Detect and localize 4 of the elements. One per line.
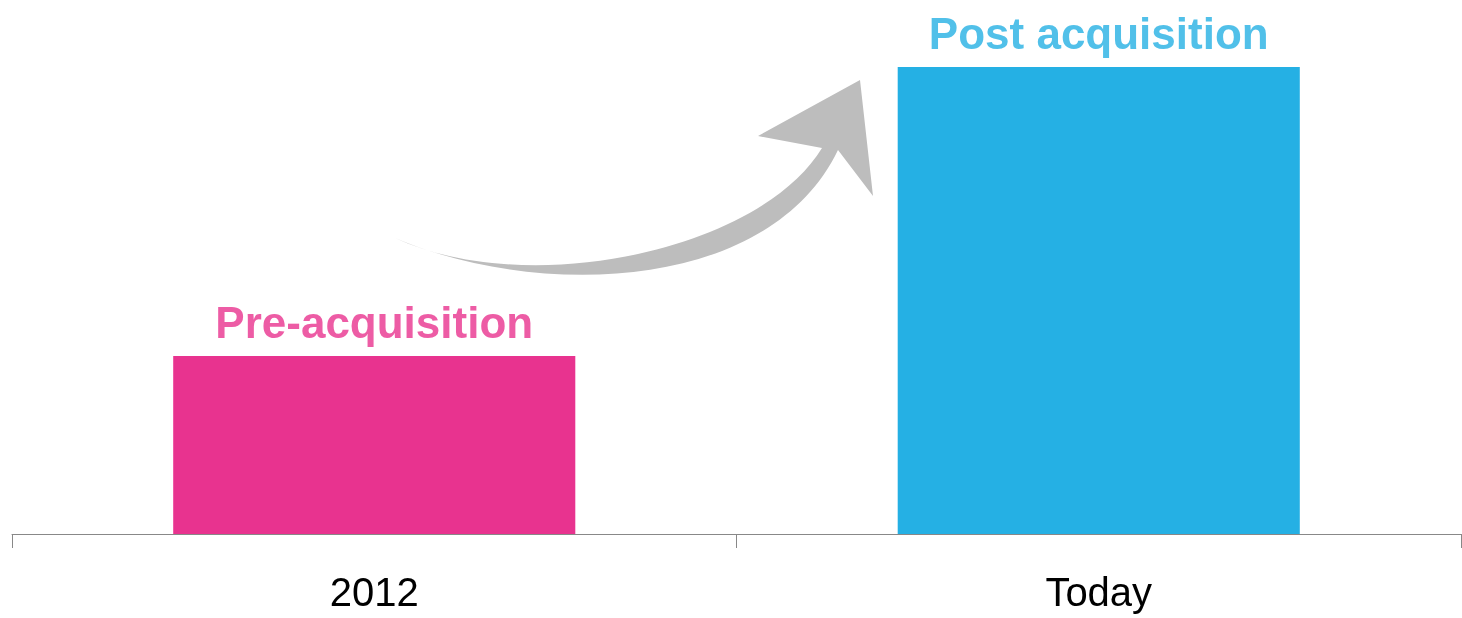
- x-tick-label: Today: [1045, 570, 1153, 614]
- annotation: Pre-acquisition: [215, 297, 534, 347]
- x-tick-label: 2012: [329, 570, 419, 614]
- annotation: Post acquisition: [928, 8, 1269, 58]
